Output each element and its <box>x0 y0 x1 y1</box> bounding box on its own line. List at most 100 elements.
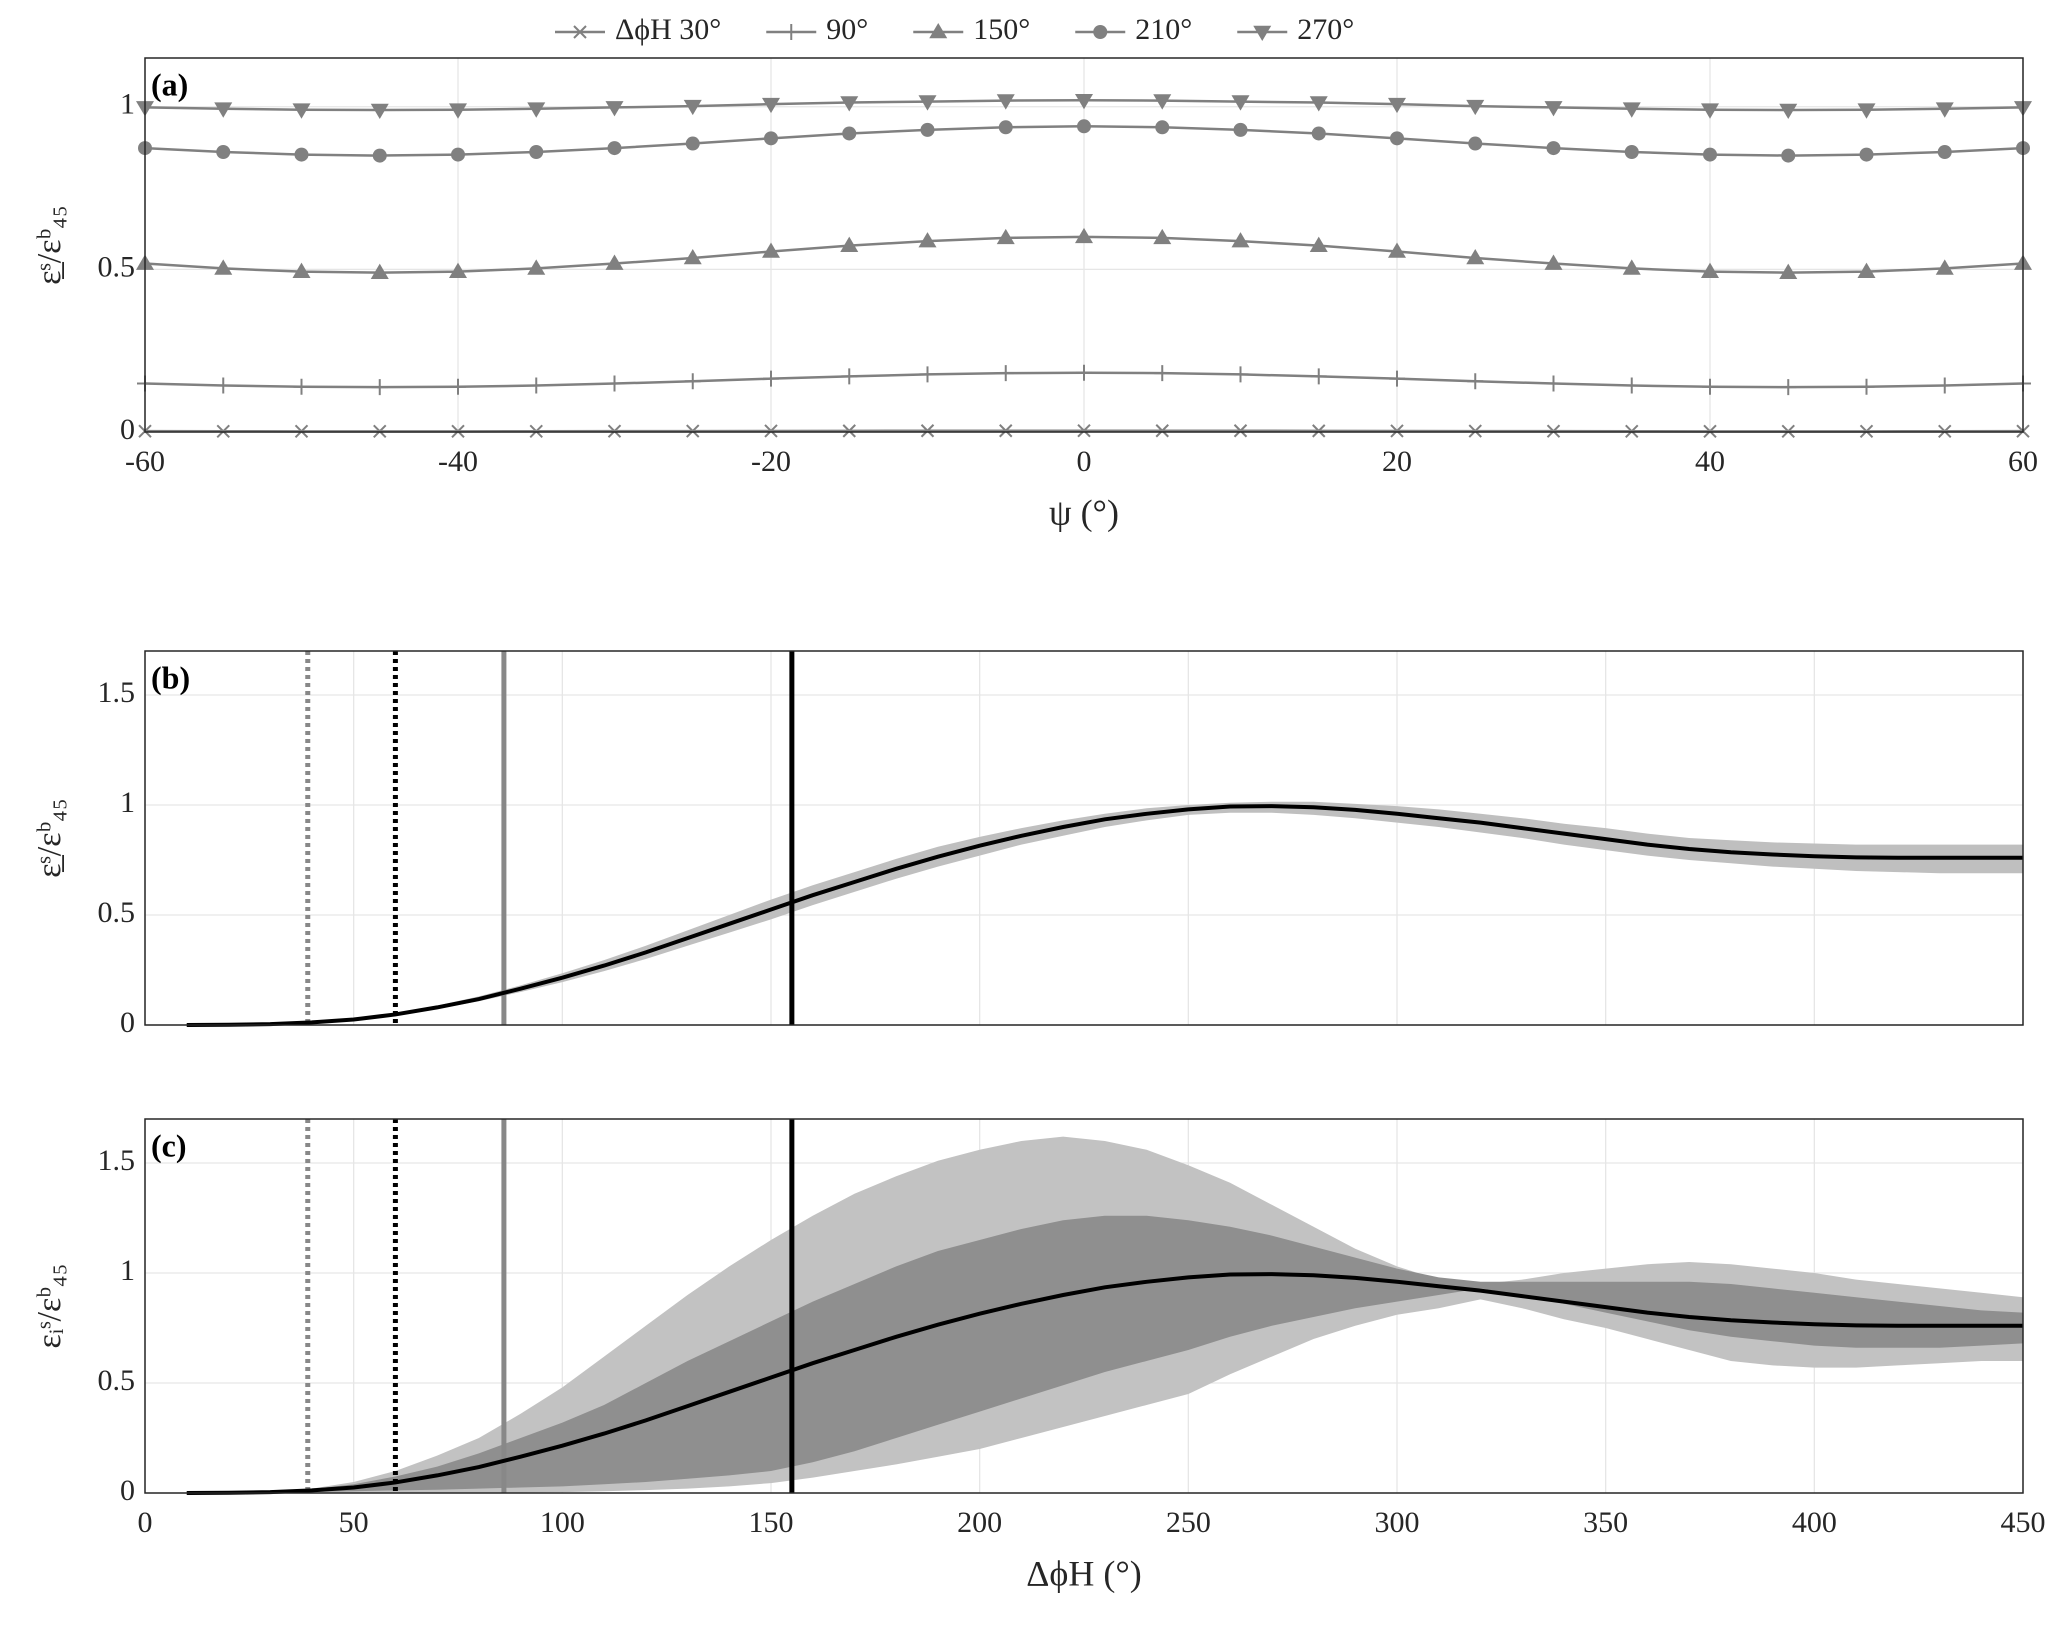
marker <box>370 103 389 120</box>
marker <box>1468 424 1482 438</box>
marker <box>293 378 310 395</box>
marker <box>919 366 936 383</box>
marker <box>996 228 1015 245</box>
marker <box>451 147 465 162</box>
marker <box>842 126 857 141</box>
legend: ΔϕH 30° 90° 150° 210° 270° <box>555 13 1354 46</box>
marker <box>527 102 546 118</box>
marker <box>1935 259 1954 275</box>
marker <box>686 424 700 438</box>
marker <box>1546 424 1561 438</box>
y-tick-label: 0.5 <box>98 1364 136 1397</box>
marker <box>918 232 937 248</box>
marker <box>1781 148 1796 163</box>
marker <box>1622 259 1641 275</box>
marker <box>449 103 467 119</box>
marker <box>371 379 388 396</box>
legend-marker <box>783 24 800 40</box>
marker <box>1935 102 1954 118</box>
x-tick-label: 40 <box>1695 445 1725 478</box>
x-tick-label: 150 <box>749 1506 794 1539</box>
band <box>186 1215 2023 1493</box>
marker <box>1390 131 1404 146</box>
marker <box>1857 262 1876 278</box>
axes-box <box>144 650 2024 1026</box>
marker <box>1624 144 1639 159</box>
x-tick-label: 200 <box>957 1506 1002 1539</box>
marker <box>1467 373 1484 390</box>
x-tick-label: 0 <box>138 1506 153 1539</box>
marker <box>1231 95 1250 111</box>
marker <box>1077 423 1091 438</box>
marker <box>997 365 1014 382</box>
marker <box>529 144 544 159</box>
marker <box>1232 366 1249 383</box>
x-tick-label: 100 <box>540 1506 585 1539</box>
marker <box>372 148 387 163</box>
panel: 0 0.5 1 1.5 (b) ε̲ˢ/εᵇ₄₅ <box>31 650 2024 1039</box>
x-tick-label: -20 <box>751 445 791 478</box>
panel-label: (b) <box>151 659 190 695</box>
axes-box <box>144 57 2024 433</box>
x-tick-label: 20 <box>1382 445 1412 478</box>
marker <box>840 96 859 112</box>
marker <box>607 141 622 156</box>
marker <box>1388 97 1406 114</box>
marker <box>292 262 311 278</box>
marker <box>1857 103 1876 119</box>
x-tick-label: -40 <box>438 445 478 478</box>
legend-label: 150° <box>973 13 1030 46</box>
y-tick-label: 1 <box>120 786 135 819</box>
marker <box>999 424 1013 438</box>
marker <box>762 242 780 258</box>
y-axis-label: εᵢˢ/εᵇ₄₅ <box>31 1263 68 1348</box>
marker <box>1075 227 1093 244</box>
marker <box>1702 378 1718 395</box>
legend-marker <box>1093 25 1108 39</box>
x-tick-label: 450 <box>2001 1506 2046 1539</box>
marker <box>1388 242 1406 258</box>
panel-label: (a) <box>151 66 188 102</box>
marker <box>683 249 702 265</box>
marker <box>1077 119 1091 134</box>
marker <box>1231 232 1250 248</box>
marker <box>1779 263 1798 279</box>
marker <box>1544 101 1563 117</box>
marker <box>1545 375 1562 392</box>
marker <box>1701 103 1719 119</box>
panel-label: (c) <box>151 1127 187 1163</box>
marker <box>294 147 309 162</box>
marker <box>1389 370 1405 387</box>
marker <box>1546 141 1561 156</box>
marker <box>920 122 935 137</box>
marker <box>764 131 778 146</box>
x-axis-label: ΔϕH (°) <box>1026 1553 1141 1593</box>
y-tick-label: 1.5 <box>98 676 136 709</box>
marker <box>1859 147 1874 162</box>
marker <box>606 375 623 392</box>
marker <box>998 120 1013 135</box>
legend-label: ΔϕH 30° <box>615 13 721 46</box>
marker <box>292 103 311 119</box>
y-tick-label: 0 <box>120 1474 135 1507</box>
x-tick-label: 300 <box>1375 1506 1420 1539</box>
marker <box>1311 126 1326 141</box>
marker <box>1075 93 1093 110</box>
marker <box>1233 122 1248 137</box>
marker <box>1622 102 1641 118</box>
x-tick-label: 60 <box>2008 445 2038 478</box>
marker <box>1312 424 1326 438</box>
marker <box>216 144 231 159</box>
marker <box>1703 147 1717 162</box>
marker <box>1153 228 1172 245</box>
axes-box <box>144 1118 2024 1494</box>
legend-marker <box>1253 25 1272 41</box>
marker <box>1233 424 1248 438</box>
marker <box>996 94 1015 110</box>
marker <box>1701 262 1719 278</box>
legend-label: 210° <box>1135 13 1192 46</box>
marker <box>1155 120 1170 135</box>
marker <box>1466 249 1485 265</box>
y-tick-label: 0.5 <box>98 896 136 929</box>
